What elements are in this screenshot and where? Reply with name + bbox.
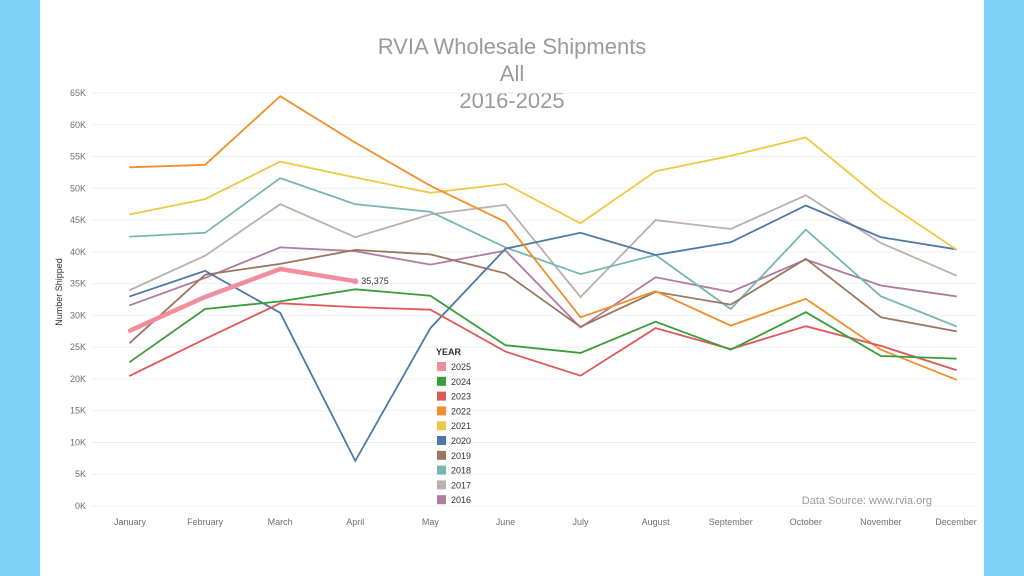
gridlines [92,92,976,507]
chart-title: RVIA Wholesale Shipments All 2016-2025 [378,34,647,113]
legend-item-2024: 2024 [437,376,471,387]
y-tick-label: 50K [70,183,86,193]
series-lines [127,95,957,463]
y-tick-label: 15K [70,406,86,416]
annotation-label: 35,375 [361,276,389,286]
x-tick-label: May [422,517,440,527]
x-tick-label: July [573,517,590,527]
legend-label: 2025 [451,362,471,372]
legend-swatch [437,391,446,401]
legend-item-2017: 2017 [437,480,471,490]
legend-item-2020: 2020 [437,436,471,446]
legend-label: 2018 [451,466,471,476]
series-line-2024 [129,288,957,363]
y-tick-label: 30K [70,310,86,320]
chart-title-line-2: All [500,61,524,86]
legend-label: 2021 [451,421,471,431]
data-source-note: Data Source: www.rvia.org [802,495,932,507]
legend-label: 2016 [451,495,471,505]
chart-title-line-3: 2016-2025 [459,88,564,113]
legend-swatch [437,362,446,371]
chart-title-line-1: RVIA Wholesale Shipments [378,34,647,59]
x-tick-label: March [268,517,293,527]
y-tick-label: 55K [70,152,86,162]
y-axis: 0K 5K 10K 15K 20K 25K 30K 35K 40K 45K 50K 55K 60K 65K [70,88,86,511]
y-tick-label: 0K [75,501,86,511]
legend-swatch [437,421,446,431]
annotation-point [352,278,359,285]
legend-item-2018: 2018 [437,465,471,476]
x-axis: January February March April May June July Augu… [114,517,977,527]
y-tick-label: 25K [70,342,86,352]
x-tick-label: February [187,517,224,527]
legend-label: 2024 [451,377,471,387]
y-axis-title: Number Shipped [54,258,64,326]
y-tick-label: 45K [70,215,86,225]
x-tick-label: April [346,517,364,527]
legend-swatch [437,480,446,490]
x-tick-label: August [642,517,671,527]
series-line-2018 [129,177,957,328]
series-line-2022 [129,95,957,381]
annotations: 35,375 [352,276,389,286]
y-tick-label: 20K [70,374,86,384]
y-tick-label: 40K [70,247,86,257]
legend-label: 2019 [451,451,471,461]
x-tick-label: December [935,517,977,527]
series-line-2017 [129,194,957,299]
legend-swatch [437,436,446,445]
x-tick-label: November [860,517,902,527]
x-tick-label: January [114,517,147,527]
x-tick-label: June [496,517,516,527]
series-line-2019 [129,248,957,344]
legend: YEAR 2025 2024 2023 2022 2021 2020 2019 2018 201… [436,347,471,505]
legend-item-2021: 2021 [437,421,471,431]
legend-item-2023: 2023 [437,391,471,402]
series-line-2020 [129,204,957,463]
y-tick-label: 60K [70,120,86,130]
series-line-2016 [129,246,957,329]
y-tick-label: 35K [70,279,86,289]
legend-label: 2020 [451,436,471,446]
legend-label: 2022 [451,406,471,416]
legend-swatch [437,495,446,505]
legend-item-2022: 2022 [437,406,471,416]
x-tick-label: September [709,517,753,527]
legend-item-2016: 2016 [437,495,471,505]
y-tick-label: 10K [70,437,86,447]
legend-label: 2023 [451,392,471,402]
series-line-2021 [129,136,957,251]
x-tick-label: October [790,517,822,527]
legend-label: 2017 [451,480,471,490]
legend-swatch [437,465,446,475]
y-tick-label: 5K [75,469,86,479]
legend-title: YEAR [436,347,462,357]
y-tick-label: 65K [70,88,86,98]
legend-item-2019: 2019 [437,450,471,461]
legend-swatch [437,376,446,386]
legend-swatch [437,406,446,416]
series-line-2025 [127,266,358,333]
series-line-2023 [129,302,957,377]
chart-panel [40,0,984,576]
legend-item-2025: 2025 [437,362,471,372]
legend-swatch [437,450,446,460]
